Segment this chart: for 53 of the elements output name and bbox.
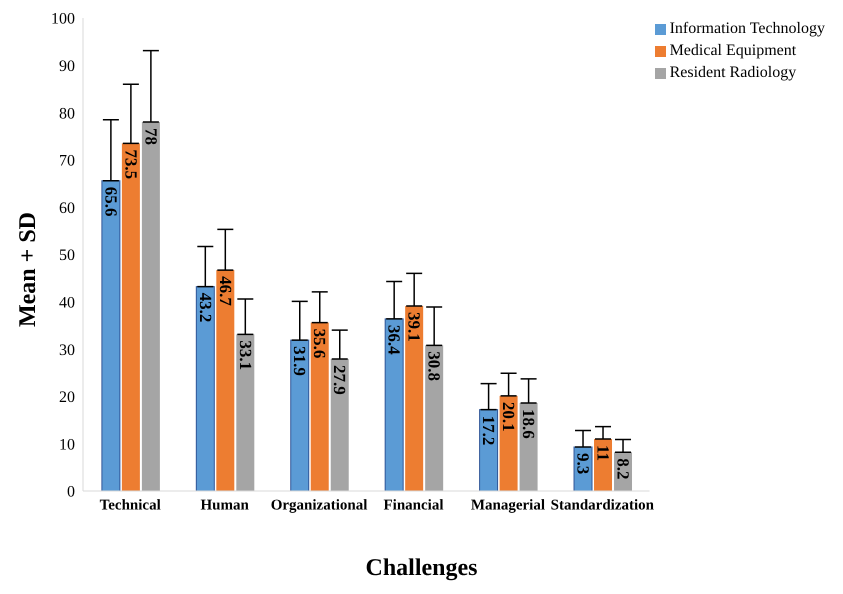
bar (384, 318, 404, 491)
data-label: 73.5 (121, 149, 140, 180)
y-tick-label: 90 (59, 58, 75, 75)
data-label: 17.2 (479, 416, 498, 446)
bar (425, 345, 444, 491)
legend-label: Resident Radiology (670, 64, 796, 81)
x-axis-title: Challenges (364, 555, 478, 582)
bar (500, 396, 518, 491)
data-label: 36.4 (384, 324, 404, 356)
y-tick-label: 50 (59, 247, 75, 264)
bar (122, 143, 140, 491)
bar (101, 180, 120, 491)
data-label: 27.9 (330, 365, 350, 395)
legend-label: Medical Equipment (670, 42, 796, 59)
data-label: 78 (141, 128, 160, 146)
data-label: 8.2 (614, 458, 633, 480)
y-tick-label: 20 (59, 389, 75, 406)
data-label: 20.1 (499, 402, 518, 432)
y-tick-label: 30 (59, 342, 75, 359)
y-tick-label: 80 (59, 105, 75, 122)
x-tick-label: Human (200, 498, 250, 514)
x-tick-label: Organizational (270, 498, 368, 514)
legend-label: Information Technology (670, 20, 825, 37)
bar (330, 359, 349, 491)
data-label: 46.7 (216, 276, 235, 306)
data-label: 9.3 (574, 453, 593, 474)
bar (142, 122, 160, 491)
data-label: 65.6 (101, 186, 120, 216)
bar (290, 340, 310, 491)
data-label: 30.8 (424, 351, 444, 382)
data-label: 35.6 (310, 328, 330, 358)
bar (216, 270, 234, 491)
data-label: 39.1 (404, 312, 424, 342)
data-label: 33.1 (236, 340, 255, 370)
y-axis-title: Mean + SD (14, 212, 42, 328)
data-label: 18.6 (519, 409, 538, 439)
y-tick-label: 10 (59, 436, 75, 454)
bar (405, 306, 424, 491)
x-tick-label: Technical (100, 498, 161, 514)
bar (236, 334, 254, 491)
y-tick-label: 70 (59, 152, 75, 170)
data-label: 11 (594, 444, 613, 462)
data-label: 31.9 (290, 346, 310, 376)
x-tick-label: Standardization (550, 498, 655, 514)
y-tick-label: 100 (51, 10, 75, 28)
y-tick-label: 40 (59, 294, 75, 312)
x-tick-label: Managerial (470, 498, 545, 514)
bar (310, 322, 329, 491)
data-label: 43.2 (196, 292, 215, 322)
y-tick-label: 60 (59, 200, 75, 217)
y-tick-label: 0 (67, 484, 75, 501)
bar (196, 286, 215, 491)
x-tick-label: Financial (383, 498, 444, 514)
